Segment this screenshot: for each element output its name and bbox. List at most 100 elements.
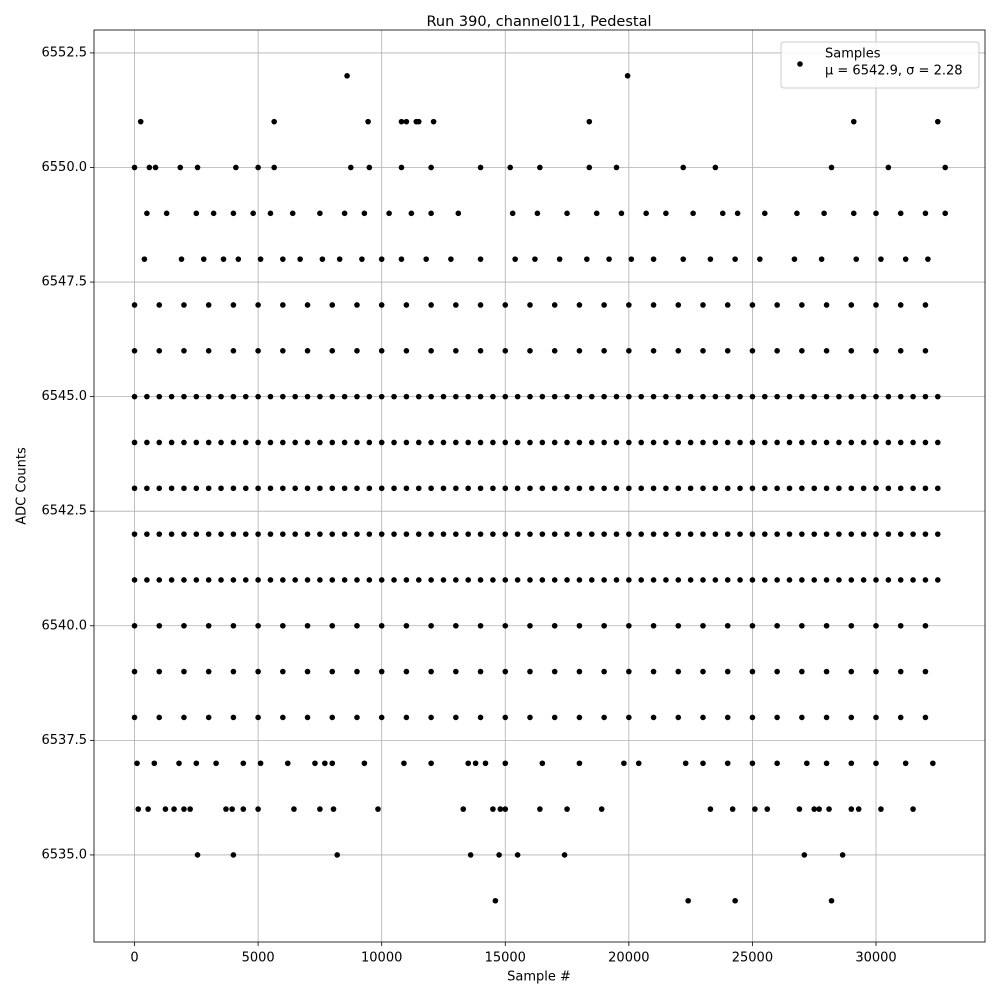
- data-point: [576, 760, 583, 767]
- data-point: [366, 393, 373, 400]
- data-point: [205, 485, 212, 492]
- data-point: [242, 531, 249, 537]
- data-point: [922, 210, 929, 217]
- data-point: [687, 393, 694, 400]
- data-point: [749, 302, 756, 308]
- data-point: [156, 714, 163, 721]
- legend-marker: [797, 61, 803, 67]
- plot-frame: [93, 29, 986, 943]
- data-point: [131, 622, 138, 629]
- data-point: [707, 256, 714, 262]
- y-tick-label: 6552.5: [42, 45, 88, 60]
- data-point: [606, 256, 612, 262]
- data-point: [465, 393, 471, 400]
- data-point: [675, 439, 682, 446]
- data-point: [181, 668, 187, 675]
- data-point: [477, 485, 484, 492]
- data-point: [490, 577, 496, 583]
- data-point: [408, 210, 415, 217]
- data-point: [925, 256, 931, 262]
- data-point: [428, 302, 434, 308]
- data-point: [922, 531, 929, 537]
- data-point: [811, 439, 818, 446]
- data-point: [848, 668, 855, 675]
- data-point: [329, 622, 336, 629]
- data-point: [561, 852, 568, 858]
- data-point: [663, 393, 669, 400]
- data-point: [680, 164, 687, 171]
- data-point: [230, 210, 237, 217]
- data-point: [341, 485, 348, 492]
- data-point: [181, 622, 187, 629]
- data-point: [255, 577, 261, 583]
- data-point: [848, 439, 855, 446]
- data-point: [378, 302, 385, 308]
- data-point: [601, 622, 607, 629]
- data-point: [163, 210, 170, 217]
- data-point: [194, 164, 201, 171]
- data-point: [465, 439, 471, 446]
- data-point: [329, 393, 336, 400]
- data-point: [415, 439, 422, 446]
- data-point: [171, 806, 177, 812]
- data-point: [527, 485, 533, 492]
- data-point: [502, 439, 509, 446]
- data-point: [823, 302, 830, 308]
- data-point: [267, 531, 274, 537]
- data-point: [280, 348, 286, 354]
- data-point: [737, 439, 743, 446]
- data-point: [794, 210, 800, 217]
- data-point: [724, 439, 731, 446]
- data-point: [761, 485, 768, 492]
- data-point: [378, 256, 385, 262]
- data-point: [257, 256, 264, 262]
- data-point: [255, 714, 261, 721]
- data-point: [403, 393, 410, 400]
- data-point: [181, 577, 187, 583]
- data-point: [378, 531, 385, 537]
- data-point: [556, 256, 563, 262]
- data-point: [477, 714, 484, 721]
- data-point: [700, 485, 706, 492]
- data-point: [317, 577, 323, 583]
- data-point: [799, 668, 805, 675]
- data-point: [601, 302, 607, 308]
- data-point: [230, 714, 237, 721]
- data-point: [601, 531, 607, 537]
- legend-stats: μ = 6542.9, σ = 2.28: [825, 64, 963, 79]
- data-point: [292, 393, 298, 400]
- data-point: [440, 577, 447, 583]
- data-point: [897, 210, 904, 217]
- x-axis-label: Sample #: [507, 970, 571, 985]
- data-point: [354, 714, 360, 721]
- y-tick-label: 6542.5: [42, 504, 88, 519]
- data-point: [401, 760, 407, 767]
- data-point: [267, 210, 274, 217]
- data-point: [267, 393, 274, 400]
- data-point: [398, 118, 405, 125]
- y-tick-label: 6550.0: [42, 160, 88, 175]
- data-point: [601, 577, 607, 583]
- data-point: [643, 210, 649, 217]
- data-point: [255, 348, 261, 354]
- data-point: [885, 485, 892, 492]
- data-point: [391, 485, 397, 492]
- data-point: [218, 439, 224, 446]
- data-point: [539, 531, 546, 537]
- data-point: [774, 393, 780, 400]
- data-point: [341, 439, 348, 446]
- data-point: [304, 714, 311, 721]
- data-point: [440, 393, 447, 400]
- data-point: [823, 393, 830, 400]
- data-point: [230, 393, 237, 400]
- data-point: [786, 485, 793, 492]
- data-point: [329, 714, 336, 721]
- data-point: [354, 302, 360, 308]
- data-point: [205, 393, 212, 400]
- data-point: [613, 577, 620, 583]
- data-point: [341, 577, 348, 583]
- data-point: [719, 210, 726, 217]
- data-point: [638, 485, 645, 492]
- data-point: [593, 210, 600, 217]
- data-point: [366, 485, 373, 492]
